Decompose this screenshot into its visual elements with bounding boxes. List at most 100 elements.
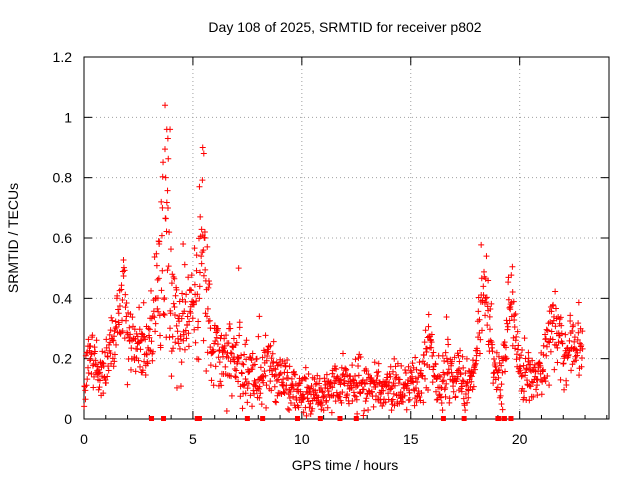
- data-point: [263, 382, 270, 389]
- data-point: [298, 377, 305, 384]
- data-point: [172, 292, 179, 299]
- data-point: [136, 326, 143, 333]
- data-point: [269, 350, 276, 357]
- data-point: [343, 366, 350, 373]
- data-point: [536, 359, 543, 366]
- zero-marker: [260, 416, 266, 421]
- data-point: [81, 403, 88, 410]
- data-point: [206, 317, 213, 324]
- data-point: [182, 298, 189, 305]
- data-point: [402, 366, 409, 373]
- data-point: [264, 353, 271, 360]
- data-point: [211, 322, 218, 329]
- data-point: [375, 368, 382, 375]
- data-point: [271, 383, 278, 390]
- data-point: [515, 342, 522, 349]
- data-point: [433, 388, 440, 395]
- data-point: [442, 393, 449, 400]
- data-point: [280, 382, 287, 389]
- data-point: [547, 348, 554, 355]
- data-point: [240, 390, 247, 397]
- data-point: [173, 384, 180, 391]
- data-point: [120, 256, 127, 263]
- data-point: [88, 351, 95, 358]
- data-point: [543, 326, 550, 333]
- data-point-outlier: [156, 241, 163, 248]
- data-point: [479, 327, 486, 334]
- data-point: [327, 379, 334, 386]
- data-point: [578, 363, 585, 370]
- data-point: [391, 402, 398, 409]
- data-point: [227, 325, 234, 332]
- data-point: [143, 350, 150, 357]
- data-point: [456, 358, 463, 365]
- data-point: [451, 354, 458, 361]
- data-point: [334, 373, 341, 380]
- y-tick-label: 0.2: [53, 351, 73, 367]
- data-point: [111, 328, 118, 335]
- data-point: [109, 337, 116, 344]
- data-point: [99, 348, 106, 355]
- data-point: [340, 377, 347, 384]
- data-point: [417, 367, 424, 374]
- data-point: [420, 399, 427, 406]
- data-point: [108, 314, 115, 321]
- data-point: [363, 395, 370, 402]
- data-point: [237, 393, 244, 400]
- data-point: [90, 384, 97, 391]
- data-point: [571, 338, 578, 345]
- data-point: [569, 327, 576, 334]
- data-point: [249, 366, 256, 373]
- data-point: [444, 336, 451, 343]
- data-point: [159, 173, 166, 180]
- data-point: [436, 372, 443, 379]
- data-point: [484, 322, 491, 329]
- data-point: [459, 377, 466, 384]
- data-point: [142, 371, 149, 378]
- zero-marker: [508, 416, 514, 421]
- data-point: [544, 373, 551, 380]
- data-point: [127, 331, 134, 338]
- data-point: [276, 371, 283, 378]
- data-point: [321, 392, 328, 399]
- data-points: [81, 102, 586, 421]
- data-point: [291, 371, 298, 378]
- data-point: [271, 373, 278, 380]
- data-point: [208, 377, 215, 384]
- data-point: [91, 344, 98, 351]
- data-point: [234, 359, 241, 366]
- data-point: [120, 272, 127, 279]
- data-point: [109, 355, 116, 362]
- data-point: [463, 380, 470, 387]
- data-point: [272, 398, 279, 405]
- data-point: [469, 369, 476, 376]
- data-point: [161, 294, 168, 301]
- data-point: [90, 360, 97, 367]
- data-point: [442, 384, 449, 391]
- data-point: [170, 345, 177, 352]
- data-point: [222, 363, 229, 370]
- data-point: [561, 386, 568, 393]
- data-point: [406, 396, 413, 403]
- data-point: [529, 357, 536, 364]
- data-point: [133, 330, 140, 337]
- x-tick-label: 0: [80, 431, 88, 447]
- data-point: [143, 351, 150, 358]
- data-point: [394, 360, 401, 367]
- data-point: [461, 402, 468, 409]
- data-point: [438, 399, 445, 406]
- data-point: [181, 308, 188, 315]
- data-point: [126, 324, 133, 331]
- data-point: [163, 228, 170, 235]
- data-point: [199, 177, 206, 184]
- data-point: [464, 399, 471, 406]
- data-point: [350, 389, 357, 396]
- data-point: [483, 294, 490, 301]
- data-point: [232, 373, 239, 380]
- data-point: [476, 350, 483, 357]
- data-point: [96, 377, 103, 384]
- data-point: [88, 349, 95, 356]
- data-point: [513, 356, 520, 363]
- data-point: [422, 327, 429, 334]
